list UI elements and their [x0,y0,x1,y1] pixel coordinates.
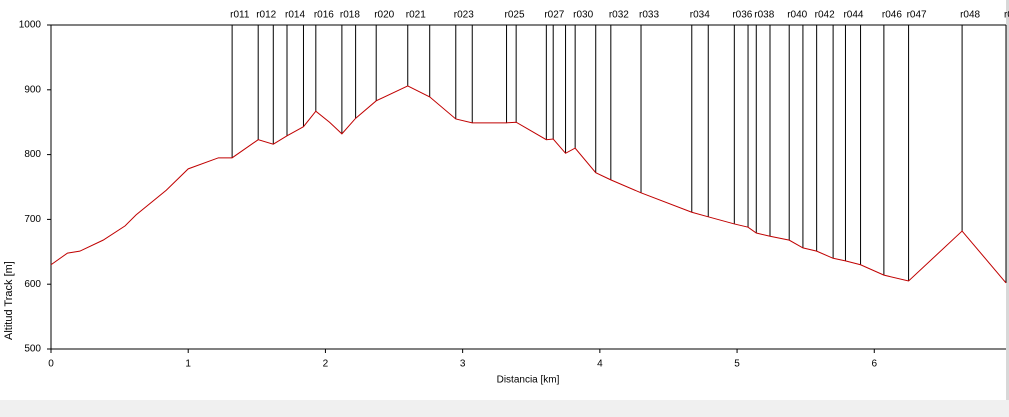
waypoint-label: r047 [907,10,927,21]
right-edge [1006,0,1009,400]
waypoint-label: r044 [843,10,863,21]
y-axis-label: Altitud Track [m] [3,261,15,340]
waypoint-label: r025 [505,10,525,21]
waypoint-label: r030 [573,10,593,21]
y-tick-label: 1000 [19,20,42,31]
waypoint-label: r04 [1004,10,1009,21]
waypoint-label: r040 [787,10,807,21]
x-tick-label: 3 [460,359,466,370]
waypoint-label: r036 [732,10,752,21]
waypoint-label: r027 [544,10,564,21]
waypoint-label: r023 [454,10,474,21]
y-tick-label: 800 [24,149,41,160]
waypoint-label: r011 [230,10,250,21]
waypoint-label: r021 [406,10,426,21]
waypoint-label: r033 [639,10,659,21]
x-tick-label: 0 [48,359,54,370]
waypoint-label: r014 [285,10,305,21]
waypoint-label: r012 [256,10,276,21]
waypoint-label: r016 [314,10,334,21]
y-tick-label: 700 [24,214,41,225]
waypoint-label: r034 [690,10,710,21]
waypoint-label: r048 [960,10,980,21]
x-tick-label: 4 [597,359,603,370]
x-tick-label: 5 [734,359,740,370]
waypoint-label: r020 [374,10,394,21]
x-axis-label: Distancia [km] [497,375,560,386]
y-tick-label: 900 [24,84,41,95]
x-tick-label: 6 [871,359,877,370]
y-tick-label: 600 [24,279,41,290]
waypoint-label: r046 [882,10,902,21]
waypoint-label: r042 [815,10,835,21]
y-tick-label: 500 [24,344,41,355]
waypoint-label: r018 [340,10,360,21]
waypoint-label: r032 [609,10,629,21]
x-tick-label: 2 [323,359,329,370]
waypoint-label: r038 [754,10,774,21]
x-tick-label: 1 [185,359,191,370]
status-strip [0,400,1009,417]
elevation-line [50,85,1007,284]
